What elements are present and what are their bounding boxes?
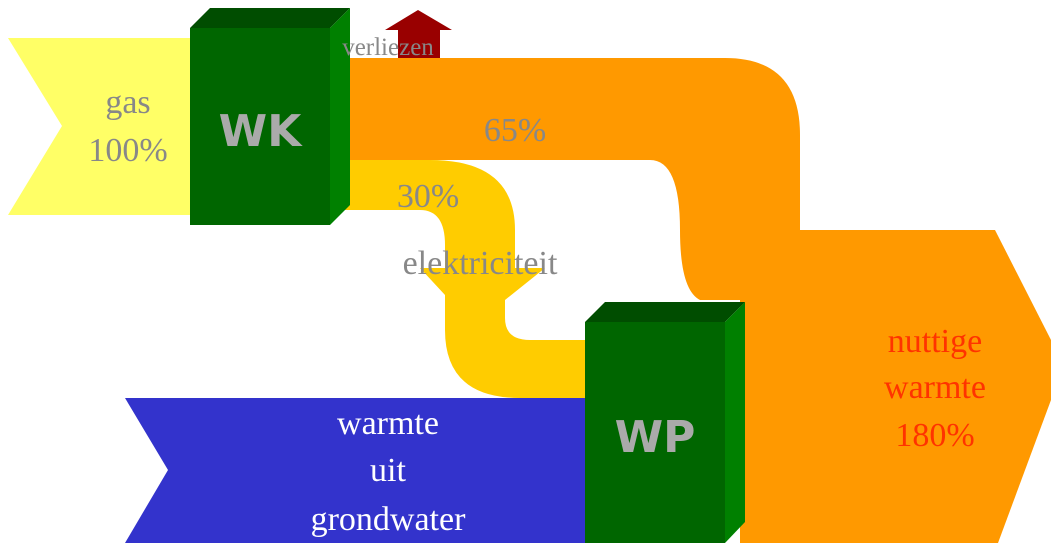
- gas-input-arrow: [8, 38, 195, 215]
- gas-percent: 100%: [88, 132, 167, 169]
- gas-label: gas: [105, 84, 150, 121]
- heat-flow-band: [330, 58, 800, 300]
- electricity-label: elektriciteit: [403, 245, 558, 282]
- useful-heat-label-line1: nuttige: [888, 323, 982, 360]
- electricity-percent: 30%: [397, 178, 459, 215]
- useful-heat-output-arrow: [740, 230, 1051, 543]
- wk-box: WK: [190, 8, 350, 225]
- wk-box-front: [190, 28, 330, 225]
- losses-label: verliezen: [342, 34, 434, 61]
- wk-box-top: [190, 8, 350, 28]
- wp-box-top: [585, 302, 745, 322]
- wp-box: WP: [585, 302, 745, 543]
- groundwater-label-line2: uit: [370, 452, 406, 489]
- electricity-flow-band: [330, 160, 590, 398]
- groundwater-label-line3: grondwater: [311, 501, 467, 538]
- wk-box-side: [330, 8, 350, 225]
- wp-box-side: [725, 302, 745, 543]
- useful-heat-label-line2: warmte: [884, 369, 986, 406]
- wp-box-front: [585, 322, 725, 543]
- heat-flow-percent: 65%: [484, 112, 546, 149]
- wk-box-label: WK: [219, 106, 304, 157]
- groundwater-label-line1: warmte: [337, 405, 439, 442]
- wp-box-label: WP: [615, 412, 696, 463]
- losses-arrow: [385, 10, 452, 58]
- groundwater-input-arrow: [125, 398, 592, 543]
- useful-heat-percent: 180%: [895, 417, 974, 454]
